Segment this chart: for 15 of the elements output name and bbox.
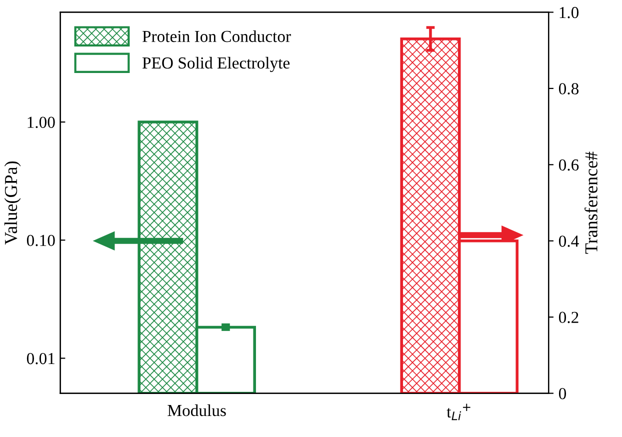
y2-tick-label: 1.0 <box>560 6 579 18</box>
y2-axis-title: Transference# <box>584 152 598 254</box>
legend-label: Protein Ion Conductor <box>142 30 291 42</box>
y-tick-label: 0.01 <box>26 352 54 364</box>
y2-tick-label: 0.4 <box>558 236 579 247</box>
y-tick-label: 1.00 <box>28 116 55 128</box>
y2-tick-label: 0 <box>558 388 566 400</box>
y-axis-title: Value(GPa) <box>4 161 21 245</box>
x-tick-label: Modulus <box>168 404 226 416</box>
y-tick-label: 0.10 <box>26 234 55 246</box>
legend-label: PEO Solid Electrolyte <box>142 56 290 72</box>
y2-tick-label: 0.2 <box>558 312 578 324</box>
x-tick-label: t$_{Li}$$^{+}$ <box>446 404 470 420</box>
y2-tick-label: 0.6 <box>558 159 579 171</box>
y2-tick-label: 0.8 <box>558 83 579 94</box>
